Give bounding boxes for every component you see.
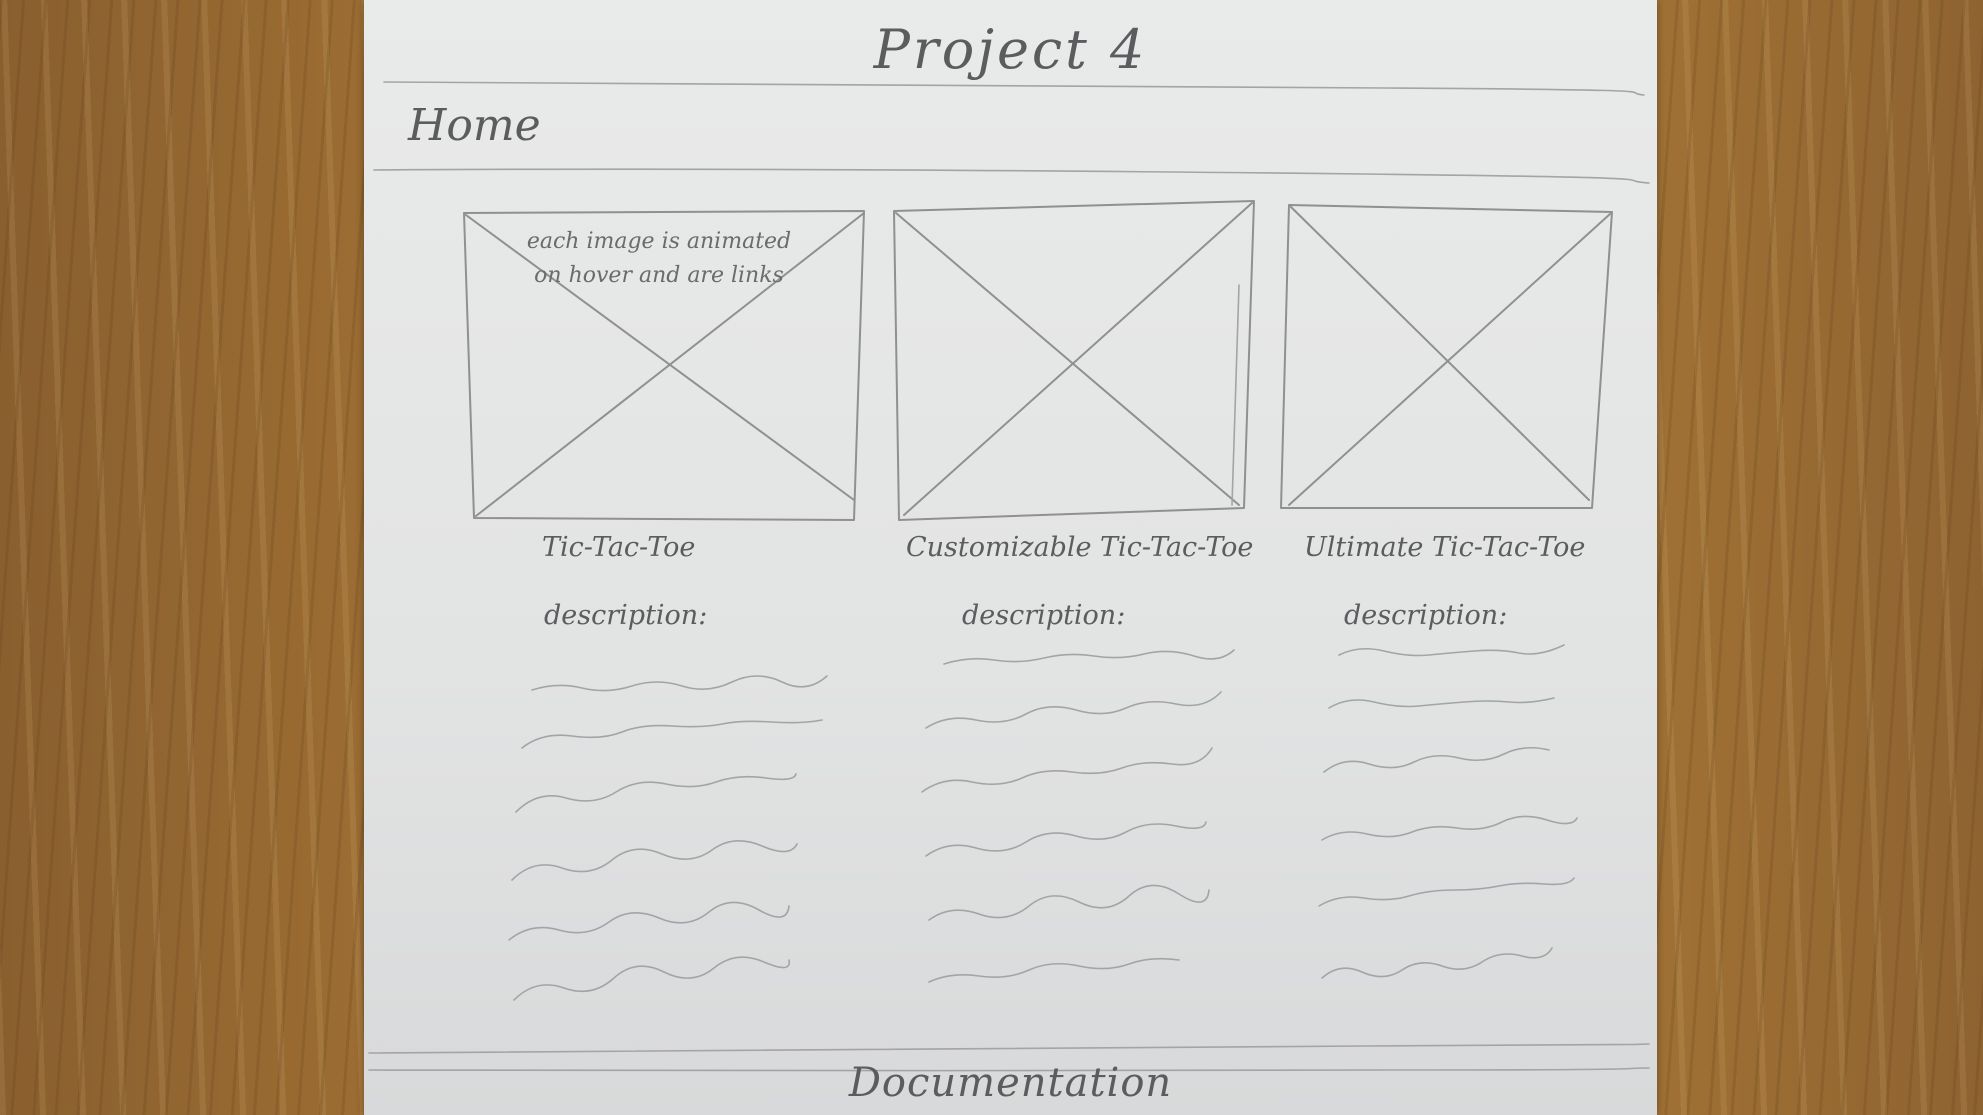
footer-top-divider-line — [368, 1043, 1650, 1054]
image-annotation-note: each image is animated on hover and are … — [526, 229, 792, 288]
card-description-label-3: description: — [1344, 600, 1508, 631]
image-placeholder-1 — [463, 210, 865, 521]
card-title-3[interactable]: Ultimate Tic-Tac-Toe — [1304, 532, 1586, 563]
image-placeholder-3 — [1280, 204, 1613, 509]
description-placeholder-lines-2 — [921, 649, 1235, 983]
description-placeholder-lines-1 — [508, 675, 828, 1001]
card-description-label-2: description: — [962, 600, 1126, 631]
wireframe-paper: Project 4 Home each image is animated on… — [364, 0, 1657, 1115]
footer-bottom-divider-line — [368, 1067, 1650, 1072]
nav-link-home[interactable]: Home — [408, 100, 541, 151]
header-divider-line — [383, 81, 1645, 96]
card-title-1[interactable]: Tic-Tac-Toe — [542, 532, 696, 563]
image-placeholder-2 — [893, 200, 1255, 521]
description-placeholder-lines-3 — [1318, 644, 1578, 979]
wireframe-sketch-lines — [368, 81, 1650, 1072]
page-title: Project 4 — [873, 18, 1148, 81]
card-title-2[interactable]: Customizable Tic-Tac-Toe — [906, 532, 1254, 563]
footer-documentation-link[interactable]: Documentation — [848, 1060, 1173, 1106]
card-description-label-1: description: — [544, 600, 708, 631]
nav-divider-line — [373, 168, 1650, 184]
